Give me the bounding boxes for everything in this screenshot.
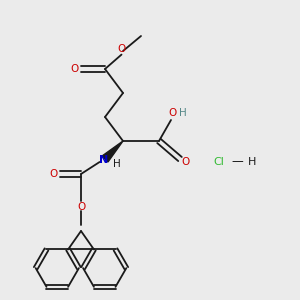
- Text: Cl: Cl: [214, 157, 224, 167]
- Text: O: O: [117, 44, 126, 55]
- Text: H: H: [112, 159, 120, 169]
- Text: O: O: [70, 64, 79, 74]
- Polygon shape: [102, 141, 123, 162]
- Text: —: —: [231, 155, 243, 169]
- Text: O: O: [49, 169, 58, 179]
- Text: O: O: [182, 157, 190, 167]
- Text: O: O: [77, 202, 85, 212]
- Text: H: H: [178, 108, 186, 118]
- Text: N: N: [99, 154, 108, 165]
- Text: H: H: [248, 157, 256, 167]
- Text: O: O: [168, 108, 177, 118]
